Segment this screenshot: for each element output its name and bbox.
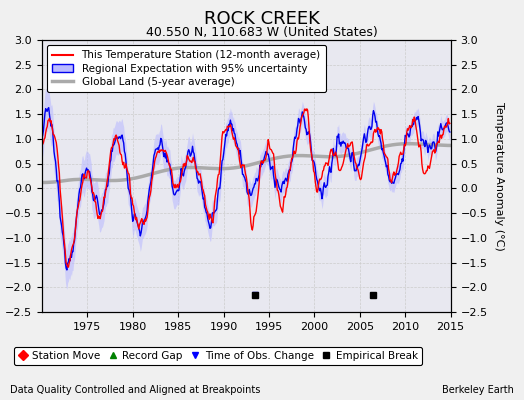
- Text: ROCK CREEK: ROCK CREEK: [204, 10, 320, 28]
- Y-axis label: Temperature Anomaly (°C): Temperature Anomaly (°C): [494, 102, 504, 250]
- Text: Berkeley Earth: Berkeley Earth: [442, 385, 514, 395]
- Text: 40.550 N, 110.683 W (United States): 40.550 N, 110.683 W (United States): [146, 26, 378, 39]
- Legend: Station Move, Record Gap, Time of Obs. Change, Empirical Break: Station Move, Record Gap, Time of Obs. C…: [14, 347, 422, 365]
- Text: Data Quality Controlled and Aligned at Breakpoints: Data Quality Controlled and Aligned at B…: [10, 385, 261, 395]
